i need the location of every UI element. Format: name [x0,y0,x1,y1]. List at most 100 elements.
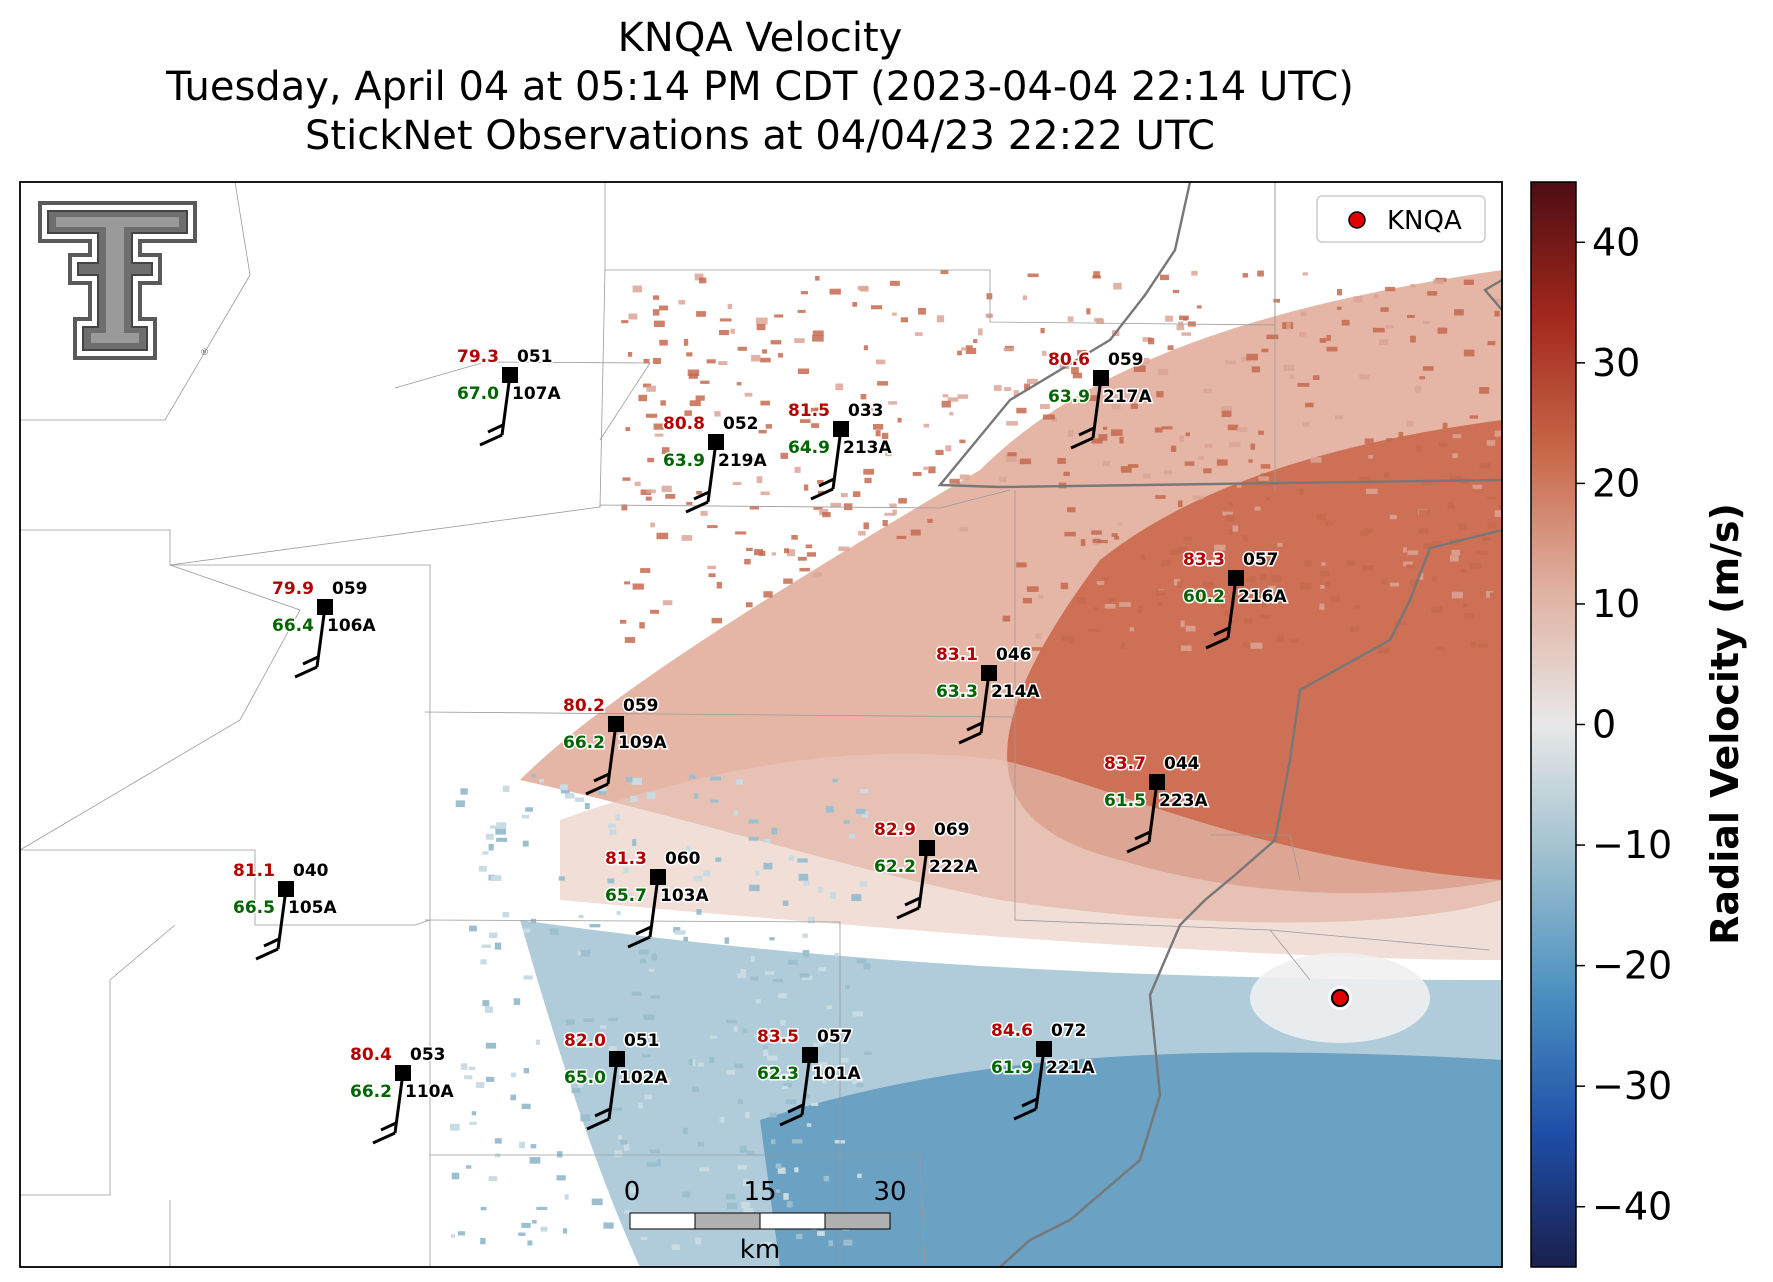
station-dewpoint: 66.2 [350,1082,392,1102]
station-214a: 83.1 046 63.3 214A [935,644,1042,745]
station-marker [1149,774,1165,790]
station-wind-direction: 060 [665,849,701,869]
station-107a: 79.3 051 67.0 107A [456,346,563,447]
station-id: 222A [929,857,978,877]
state-boundaries [937,182,1502,1267]
station-marker [317,599,333,615]
title-line-2: Tuesday, April 04 at 05:14 PM CDT (2023-… [166,64,1354,110]
station-217a: 80.6 059 63.9 217A [1047,349,1154,450]
station-id: 217A [1103,387,1152,407]
station-wind-direction: 057 [817,1027,853,1047]
station-wind-direction: 051 [624,1031,660,1051]
wind-barb-flag [810,487,834,501]
station-wind-direction: 053 [410,1045,446,1065]
station-109a: 80.2 059 66.2 109A [562,695,669,796]
station-marker [609,1051,625,1067]
station-dewpoint: 63.9 [663,451,705,471]
wind-barb-staff [500,374,512,436]
station-temperature: 79.9 [272,579,314,599]
station-222a: 82.9 069 62.2 222A [873,819,980,920]
wind-barb-staff [393,1072,405,1134]
wind-barb-half [904,896,921,907]
station-marker [708,434,724,450]
scale-unit: km [740,1235,780,1265]
wind-barb-staff [831,428,843,490]
wind-barb-half [593,772,610,783]
station-dewpoint: 67.0 [457,384,499,404]
station-id: 109A [618,733,667,753]
wind-barb-flag [372,1131,396,1145]
velocity-weak-outbound [560,753,1502,960]
station-216a: 83.3 057 60.2 216A [1182,549,1289,650]
station-id: 214A [991,682,1040,702]
station-temperature: 83.3 [1183,550,1225,570]
station-wind-direction: 040 [293,861,329,881]
wind-barb-half [787,1103,804,1114]
station-marker [278,881,294,897]
texas-tech-logo: ® [38,201,209,360]
wind-barb-flag [1013,1107,1037,1121]
station-marker [395,1065,411,1081]
station-temperature: 80.2 [563,696,605,716]
station-marker [608,716,624,732]
wind-barb-half [1213,626,1230,637]
station-dewpoint: 65.0 [564,1068,606,1088]
station-id: 105A [288,898,337,918]
wind-barb-flag [479,433,503,447]
station-wind-direction: 072 [1051,1021,1087,1041]
wind-barb-flag [1070,436,1094,450]
station-temperature: 80.6 [1048,350,1090,370]
wind-barb-half [380,1121,397,1132]
station-temperature: 83.1 [936,645,978,665]
wind-barb-staff [276,888,288,950]
station-213a: 81.5 033 64.9 213A [787,400,894,501]
wind-barb-staff [648,876,660,938]
knqa-radar-site-halo [1328,986,1352,1010]
station-103a: 81.3 060 65.7 103A [604,848,711,949]
station-dewpoint: 62.3 [757,1064,799,1084]
title-line-1: KNQA Velocity [617,15,903,61]
colorbar-tick-label: 30 [1592,341,1640,385]
station-marker [1036,1041,1052,1057]
wind-barb-half [302,655,319,666]
colorbar-tick-label: 0 [1592,703,1616,747]
station-dewpoint: 66.5 [233,898,275,918]
wind-barb-staff [800,1054,812,1116]
station-wind-direction: 059 [332,579,368,599]
station-id: 219A [718,451,767,471]
svg-text:®: ® [200,348,209,358]
colorbar-tick-label: −20 [1592,944,1672,988]
colorbar-ticks: 40 30 20 10 0 −10 −20 −30 −40 [1576,220,1672,1229]
title-line-3: StickNet Observations at 04/04/23 22:22 … [305,113,1215,159]
station-wind-direction: 044 [1164,754,1200,774]
wind-barb-flag [585,782,609,796]
wind-barb-half [1134,830,1151,841]
wind-barb-half [1078,426,1095,437]
scale-bar: 0 15 30 km [624,1177,907,1265]
wind-barb-half [1021,1097,1038,1108]
station-106a: 79.9 059 66.4 106A [271,578,378,679]
station-dewpoint: 63.9 [1048,387,1090,407]
wind-barb-staff [979,672,991,734]
colorbar-label: Radial Velocity (m/s) [1703,503,1747,945]
station-219a: 80.8 052 63.9 219A [662,413,769,514]
county-boundaries [20,182,1491,1267]
colorbar-tick-label: 40 [1592,220,1640,264]
station-marker [981,665,997,681]
wind-barb-half [594,1107,611,1118]
station-id: 106A [327,616,376,636]
scale-tick-0: 0 [624,1177,641,1207]
wind-barb-flag [779,1113,803,1127]
station-id: 221A [1046,1058,1095,1078]
station-marker [650,869,666,885]
velocity-inbound-core [760,1052,1502,1267]
wind-barb-staff [1147,781,1159,843]
station-temperature: 83.5 [757,1027,799,1047]
station-id: 102A [619,1068,668,1088]
station-temperature: 81.3 [605,849,647,869]
station-dewpoint: 63.3 [936,682,978,702]
wind-barb-flag [685,500,709,514]
wind-barb-staff [706,441,718,503]
station-wind-direction: 046 [996,645,1032,665]
